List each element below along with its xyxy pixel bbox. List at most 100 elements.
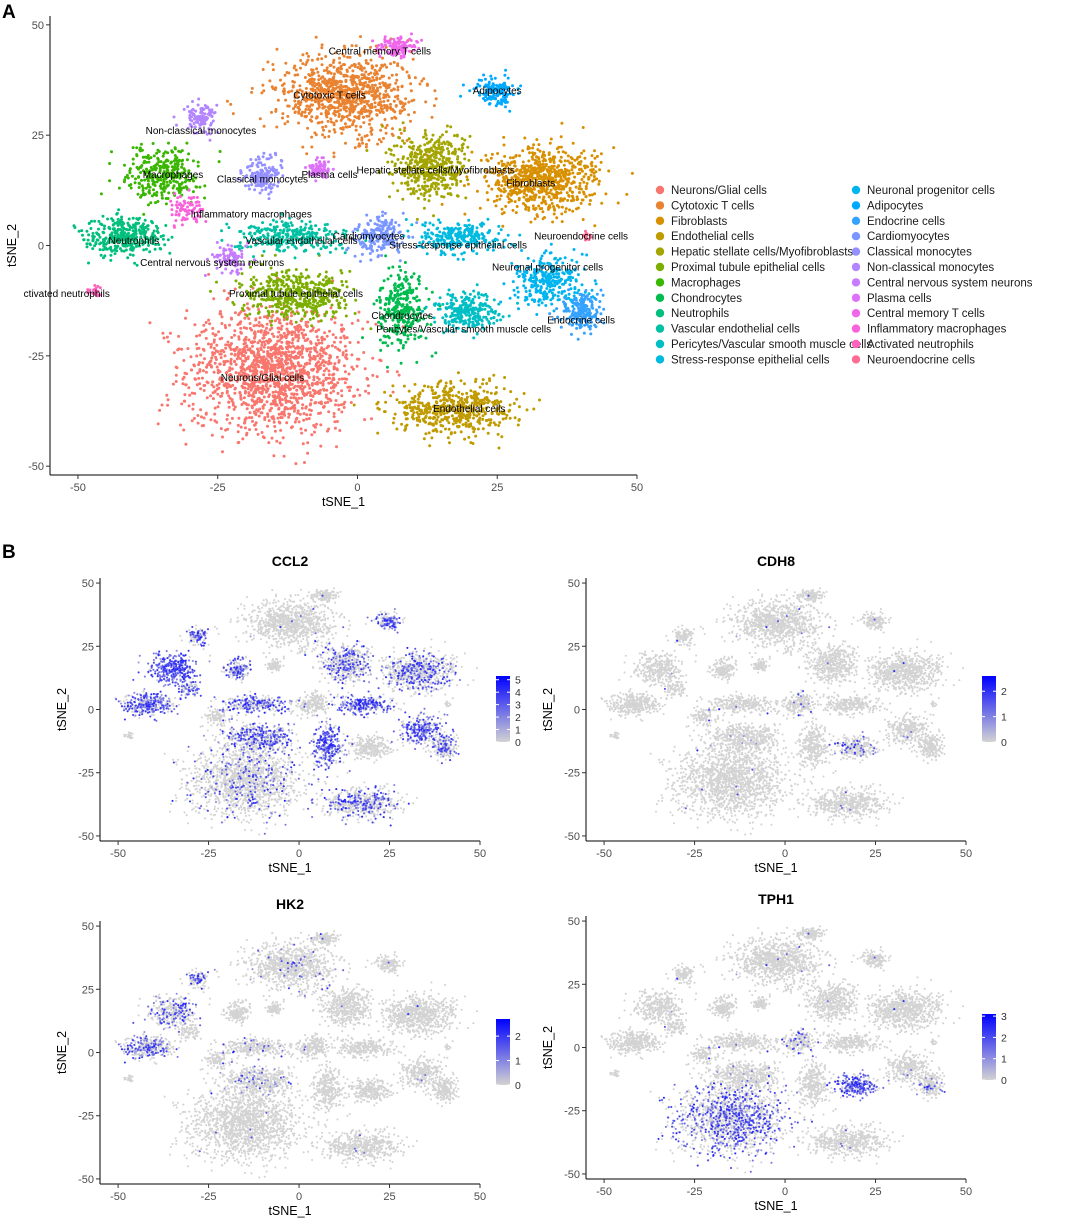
cell-point [562,187,566,191]
cell-point [324,367,328,371]
cell-point [376,431,380,435]
cell-point [189,355,193,359]
cell-point [343,122,347,126]
cell-point [424,133,428,137]
cell-point [166,183,170,187]
cell-point [434,391,438,395]
cell-point [296,401,300,405]
cell-point [450,182,454,186]
cell-point [509,193,513,197]
cell-point [139,142,143,146]
cell-point [527,208,531,212]
cell-point [289,396,293,400]
cell-point [305,285,309,289]
cell-point [510,199,513,203]
cell-point [598,168,602,172]
cell-point [262,124,266,128]
cell-point [327,373,331,377]
cell-point [498,197,502,201]
cell-point [162,162,166,166]
cell-point [297,121,301,125]
cell-point [196,160,200,164]
cell-point [330,281,334,285]
cell-point [566,173,570,177]
cell-point [312,375,316,379]
cell-point [424,100,428,104]
cell-point [276,416,280,420]
cell-point [479,398,483,402]
cell-point [428,410,431,414]
cell-point [522,174,526,178]
cell-point [541,210,545,214]
cell-point [282,318,286,322]
cell-point [205,380,209,384]
cell-point [226,340,230,344]
cell-point [410,141,414,144]
cell-point [350,81,354,85]
cell-point [429,407,432,411]
cell-point [335,119,338,123]
cell-point [350,365,354,369]
cell-point [160,403,164,407]
cell-point [533,217,537,221]
cell-point [312,424,316,427]
cell-point [131,146,135,150]
cell-point [356,137,360,141]
cell-point [307,108,311,111]
cell-point [294,103,298,107]
cell-point [283,413,287,417]
cell-point [209,418,213,422]
cell-point [406,157,410,160]
cell-point [239,357,242,361]
cell-point [555,147,559,151]
cell-point [410,179,414,183]
cell-point [234,363,238,366]
cell-point [171,382,175,386]
cell-point [296,311,300,315]
cell-point [349,78,353,82]
cell-point [353,394,356,398]
cell-point [268,384,272,388]
cell-point [308,78,312,81]
cell-point [416,152,420,156]
cell-point [302,418,306,422]
cell-point [416,404,420,408]
cell-point [420,79,424,83]
cell-point [277,330,281,334]
cell-point [451,422,455,426]
cell-point [431,133,435,137]
cell-point [435,385,439,389]
cell-point [430,388,434,392]
cell-point [239,397,243,401]
cell-point [261,356,265,360]
cell-point [357,357,361,361]
cell-point [425,403,429,407]
cell-point [319,444,323,448]
cell-point [305,152,309,156]
cell-point [513,200,517,204]
cell-point [350,353,354,357]
cell-point [527,206,531,210]
cell-point [498,188,501,192]
cell-point [295,278,299,282]
cell-point [277,420,281,424]
cell-point [599,152,603,156]
cell-point [214,349,218,353]
cell-point [488,379,492,383]
cell-point [406,183,410,187]
cell-point [347,117,351,121]
cell-point [397,373,401,377]
cell-point [222,360,226,364]
cell-point [213,334,217,337]
cell-point [271,63,275,66]
cell-point [202,416,206,420]
cell-point [145,160,148,164]
cell-point [315,335,319,339]
cell-point [559,197,563,201]
cell-point [515,397,519,401]
cell-point [456,194,459,198]
cell-point [518,154,521,158]
cell-point [560,205,564,209]
cell-point [549,198,553,202]
cell-point [262,395,266,399]
